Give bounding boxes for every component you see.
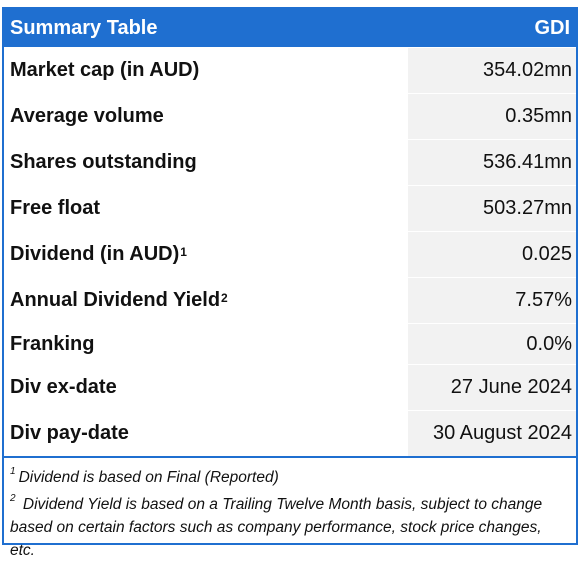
row-value: 27 June 2024: [406, 365, 576, 410]
table-row: Market cap (in AUD) 354.02mn: [4, 47, 576, 93]
table-row: Div pay-date 30 August 2024: [4, 410, 576, 456]
row-label: Dividend (in AUD) 1: [4, 232, 406, 277]
row-value: 0.025: [406, 232, 576, 277]
row-label: Shares outstanding: [4, 140, 406, 185]
table-row: Dividend (in AUD) 1 0.025: [4, 231, 576, 277]
table-row: Div ex-date 27 June 2024: [4, 364, 576, 410]
table-row: Shares outstanding 536.41mn: [4, 139, 576, 185]
row-value: 503.27mn: [406, 186, 576, 231]
footnote-2: 2 Dividend Yield is based on a Trailing …: [10, 493, 543, 560]
row-label: Franking: [4, 324, 406, 364]
table-row: Annual Dividend Yield 2 7.57%: [4, 277, 576, 323]
row-label: Average volume: [4, 94, 406, 139]
ticker-label: GDI: [534, 16, 570, 39]
row-value: 30 August 2024: [406, 411, 576, 456]
row-label: Div pay-date: [4, 411, 406, 456]
row-value: 0.0%: [406, 324, 576, 364]
table-header: Summary Table GDI: [4, 9, 576, 47]
summary-table: Summary Table GDI Market cap (in AUD) 35…: [2, 7, 578, 559]
row-value: 354.02mn: [406, 48, 576, 93]
footnotes: 1 Dividend is based on Final (Reported) 2…: [4, 456, 576, 562]
footnote-number: 1: [10, 466, 16, 477]
row-value: 0.35mn: [406, 94, 576, 139]
footnote-marker: 1: [180, 244, 187, 259]
table-row: Franking 0.0%: [4, 323, 576, 364]
table-row: Free float 503.27mn: [4, 185, 576, 231]
row-label: Annual Dividend Yield 2: [4, 278, 406, 323]
footnote-1: 1 Dividend is based on Final (Reported): [10, 466, 279, 487]
table-title: Summary Table: [10, 16, 158, 39]
row-value: 7.57%: [406, 278, 576, 323]
footnote-marker: 2: [221, 290, 228, 305]
footnote-number: 2: [10, 493, 16, 505]
row-label: Div ex-date: [4, 365, 406, 410]
row-label: Free float: [4, 186, 406, 231]
table-row: Average volume 0.35mn: [4, 93, 576, 139]
row-label: Market cap (in AUD): [4, 48, 406, 93]
row-value: 536.41mn: [406, 140, 576, 185]
table-body: Market cap (in AUD) 354.02mn Average vol…: [4, 47, 576, 456]
